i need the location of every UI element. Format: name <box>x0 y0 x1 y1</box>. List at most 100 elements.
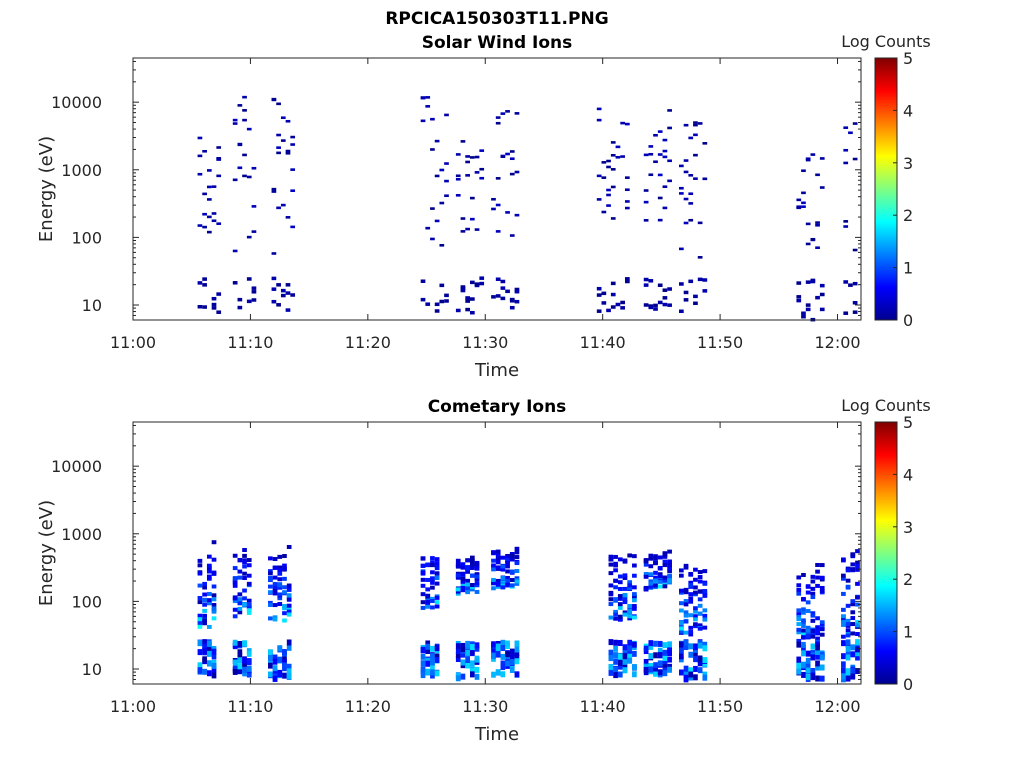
spectrogram-cell <box>622 644 628 651</box>
spectrogram-cell <box>667 287 672 291</box>
spectrogram-cell <box>606 165 611 169</box>
spectrogram-cell <box>491 653 496 660</box>
spectrogram-cell <box>596 198 602 201</box>
spectrogram-cell <box>679 282 684 286</box>
spectrogram-cell <box>657 652 663 659</box>
spectrogram-cell <box>500 581 506 586</box>
spectrogram-cell <box>805 303 811 307</box>
x-tick-label: 11:20 <box>345 333 391 352</box>
spectrogram-cell <box>430 560 435 565</box>
spectrogram-cell <box>679 669 684 676</box>
spectrogram-cell <box>197 172 203 176</box>
spectrogram-cell <box>662 155 668 159</box>
spectrogram-cell <box>206 591 212 596</box>
spectrogram-cell <box>271 97 277 101</box>
spectrogram-cell <box>679 568 684 573</box>
spectrogram-cell <box>285 119 291 123</box>
spectrogram-cell <box>617 671 623 678</box>
spectrogram-cell <box>596 107 602 111</box>
spectrogram-cell <box>455 153 461 156</box>
spectrogram-cell <box>796 668 802 675</box>
spectrogram-cell <box>697 256 703 259</box>
spectrogram-cell <box>815 644 820 651</box>
spectrogram-cell <box>242 666 247 673</box>
spectrogram-cell <box>852 300 858 305</box>
spectrogram-cell <box>815 653 820 660</box>
spectrogram-cell <box>246 175 252 179</box>
spectrogram-cell <box>242 109 247 112</box>
spectrogram-cell <box>841 634 846 639</box>
spectrogram-cell <box>683 221 689 225</box>
spectrogram-cell <box>805 222 811 226</box>
spectrogram-cell <box>627 580 633 585</box>
spectrogram-cell <box>505 289 510 294</box>
spectrogram-cell <box>232 281 238 285</box>
spectrogram-cell <box>495 584 501 589</box>
spectrogram-cell <box>434 302 440 307</box>
spectrogram-cell <box>697 623 703 628</box>
spectrogram-cell <box>465 296 470 300</box>
spectrogram-cell <box>474 572 480 577</box>
spectrogram-cell <box>697 570 703 575</box>
x-tick-label: 11:10 <box>227 697 273 716</box>
spectrogram-cell <box>491 197 496 201</box>
spectrogram-cell <box>850 673 856 680</box>
spectrogram-cell <box>290 293 296 297</box>
spectrogram-cell <box>469 644 475 651</box>
spectrogram-cell <box>434 309 440 313</box>
spectrogram-cell <box>285 149 291 153</box>
spectrogram-cell <box>627 645 633 652</box>
spectrogram-cell <box>697 660 703 667</box>
spectrogram-cell <box>815 625 820 630</box>
spectrogram-cell <box>474 673 480 680</box>
spectrogram-cell <box>608 592 614 597</box>
spectrogram-cell <box>810 595 816 600</box>
spectrogram-cell <box>801 661 806 668</box>
spectrogram-cell <box>479 281 485 286</box>
spectrogram-cell <box>455 308 461 313</box>
spectrogram-cell <box>841 667 846 674</box>
spectrogram-cell <box>460 230 466 233</box>
spectrogram-cell <box>290 135 296 139</box>
spectrogram-cell <box>455 589 461 594</box>
spectrogram-cell <box>206 230 212 234</box>
spectrogram-cell <box>596 118 602 122</box>
spectrogram-cell <box>801 314 806 319</box>
spectrogram-cell <box>469 587 475 592</box>
spectrogram-cell <box>662 138 668 142</box>
spectrogram-cell <box>246 127 252 131</box>
spectrogram-cell <box>608 669 614 676</box>
spectrogram-cell <box>430 596 435 601</box>
spectrogram-cell <box>845 628 851 633</box>
spectrogram-cell <box>469 585 475 590</box>
spectrogram-cell <box>232 665 238 672</box>
spectrogram-cell <box>617 602 623 607</box>
spectrogram-cell <box>455 177 461 181</box>
spectrogram-cell <box>237 601 243 606</box>
x-axis-label-cometary: Time <box>474 724 519 745</box>
spectrogram-cell <box>237 575 243 580</box>
spectrogram-cell <box>679 601 684 606</box>
spectrogram-cell <box>805 625 811 630</box>
spectrogram-cell <box>810 668 816 675</box>
panel-title-solar-wind: Solar Wind Ions <box>422 33 573 53</box>
spectrogram-cell <box>206 198 212 201</box>
spectrogram-cell <box>460 646 466 653</box>
spectrogram-cell <box>514 213 520 217</box>
spectrogram-cell <box>491 586 496 591</box>
spectrogram-cell <box>277 583 283 588</box>
spectrogram-cell <box>819 186 825 189</box>
spectrogram-cell <box>514 546 520 551</box>
plot-frame-cometary <box>132 421 862 685</box>
spectrogram-cell <box>286 610 292 615</box>
spectrogram-cell <box>430 598 435 603</box>
spectrogram-cell <box>434 557 440 562</box>
spectrogram-cell <box>683 588 689 593</box>
spectrogram-cell <box>469 297 475 301</box>
spectrogram-cell <box>796 638 802 643</box>
spectrogram-cell <box>242 661 247 668</box>
spectrogram-cell <box>197 596 203 601</box>
spectrogram-cell <box>632 641 637 648</box>
y-tick-label: 100 <box>71 228 102 247</box>
spectrogram-cell <box>613 672 618 679</box>
